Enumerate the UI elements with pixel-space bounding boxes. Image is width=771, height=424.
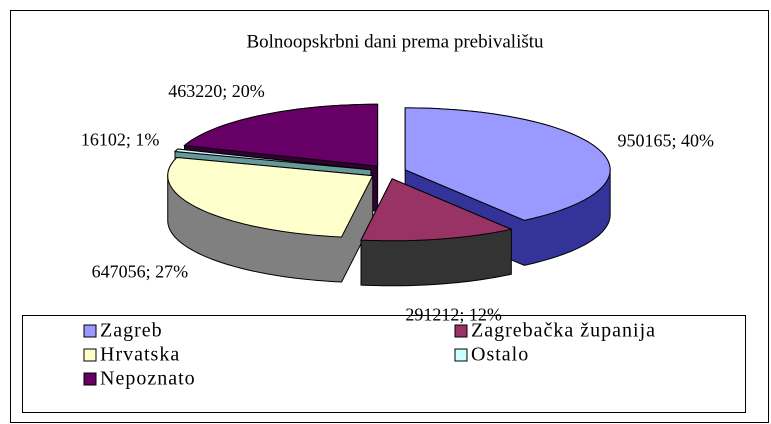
data-label: 463220; 20% bbox=[168, 81, 265, 101]
legend-label: Zagreb bbox=[100, 320, 163, 342]
pie-slice bbox=[404, 107, 611, 221]
data-label: 950165; 40% bbox=[618, 131, 715, 151]
pie-slice bbox=[167, 156, 374, 238]
legend-box bbox=[22, 315, 746, 413]
pie-slice bbox=[173, 148, 371, 171]
pie-slice bbox=[183, 103, 379, 167]
legend-label: Hrvatska bbox=[100, 344, 180, 366]
chart-title: Bolnoopskrbni dani prema prebivalištu bbox=[246, 31, 544, 52]
data-label: 647056; 27% bbox=[92, 262, 189, 282]
legend-label: Ostalo bbox=[471, 344, 529, 366]
pie-slice bbox=[360, 178, 513, 242]
data-label: 16102; 1% bbox=[81, 130, 160, 150]
legend-swatch bbox=[454, 348, 468, 362]
legend-swatch bbox=[83, 372, 97, 386]
legend-label: Zagrebačka županija bbox=[471, 320, 656, 342]
legend-swatch bbox=[83, 324, 97, 338]
legend-swatch bbox=[83, 348, 97, 362]
data-label: 291212; 12% bbox=[405, 304, 502, 324]
legend-label: Nepoznato bbox=[100, 368, 196, 390]
legend-swatch bbox=[454, 324, 468, 338]
